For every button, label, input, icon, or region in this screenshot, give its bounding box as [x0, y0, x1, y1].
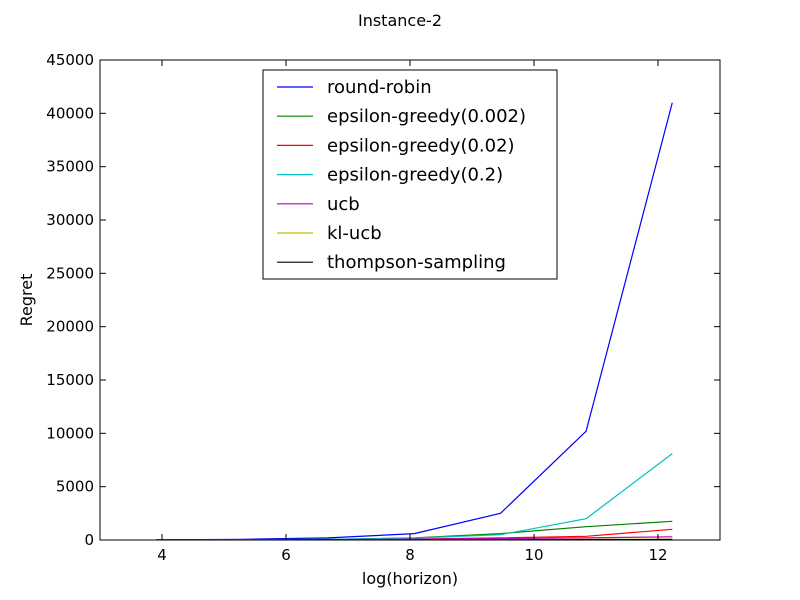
y-tick-label: 0: [84, 531, 94, 549]
legend-label-5: kl-ucb: [327, 223, 382, 244]
legend-label-0: round-robin: [327, 77, 432, 98]
y-axis-label: Regret: [17, 274, 36, 327]
y-tick-label: 40000: [46, 104, 94, 122]
legend-label-6: thompson-sampling: [327, 252, 506, 273]
x-tick-label: 4: [157, 546, 167, 564]
y-tick-label: 30000: [46, 211, 94, 229]
plot-area: 4 6 8 10 12 0 5000 10000 15000 20000 25000 30000 350…: [46, 51, 721, 564]
y-tick-label: 45000: [46, 51, 94, 69]
chart-title: Instance-2: [358, 11, 442, 30]
legend-label-3: epsilon-greedy(0.2): [327, 165, 503, 186]
y-tick-label: 25000: [46, 264, 94, 282]
y-tick-label: 10000: [46, 424, 94, 442]
legend-label-1: epsilon-greedy(0.002): [327, 106, 526, 127]
legend-label-4: ucb: [327, 194, 360, 215]
y-tick-label: 20000: [46, 318, 94, 336]
x-axis-label: log(horizon): [362, 569, 458, 588]
x-tick-label: 12: [648, 546, 667, 564]
y-tick-label: 35000: [46, 158, 94, 176]
x-tick-label: 10: [524, 546, 543, 564]
y-tick-label: 15000: [46, 371, 94, 389]
legend-label-2: epsilon-greedy(0.02): [327, 135, 515, 156]
x-tick-label: 8: [405, 546, 415, 564]
y-tick-label: 5000: [56, 478, 94, 496]
x-tick-label: 6: [281, 546, 291, 564]
